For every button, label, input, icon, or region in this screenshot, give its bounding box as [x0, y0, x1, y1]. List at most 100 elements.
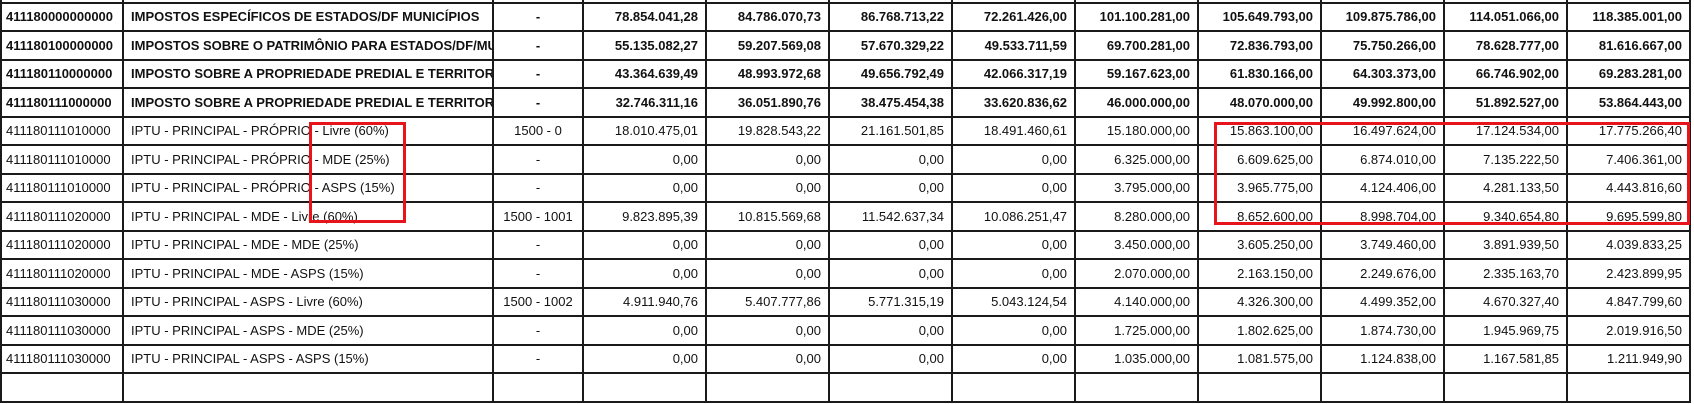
- value-cell: 4.039.833,25: [1566, 229, 1691, 260]
- value-cell: 49.656.792,49: [828, 58, 953, 89]
- value-cell: 55.135.082,27: [582, 30, 707, 61]
- account-code-cell: 411180111020000: [0, 229, 124, 260]
- value-cell: 10.086.251,47: [951, 201, 1076, 232]
- value-cell: 0,00: [582, 229, 707, 260]
- value-cell: 78.854.041,28: [582, 1, 707, 32]
- empty-cell: [828, 372, 953, 403]
- fonte-cell: -: [492, 1, 584, 32]
- table-row: 411180111010000 IPTU - PRINCIPAL - PRÓPRI…: [0, 144, 1691, 175]
- value-cell: 9.823.895,39: [582, 201, 707, 232]
- value-cell: 4.499.352,00: [1320, 286, 1445, 317]
- description-cell: IPTU - PRINCIPAL - ASPS - Livre (60%): [122, 286, 494, 317]
- value-cell: 101.100.281,00: [1074, 1, 1199, 32]
- value-cell: 48.993.972,68: [705, 58, 830, 89]
- value-cell: 114.051.066,00: [1443, 1, 1568, 32]
- value-cell: 15.180.000,00: [1074, 115, 1199, 146]
- value-cell: 53.864.443,00: [1566, 87, 1691, 118]
- value-cell: 78.628.777,00: [1443, 30, 1568, 61]
- table-row: 411180111020000 IPTU - PRINCIPAL - MDE - …: [0, 229, 1691, 260]
- value-cell: 2.335.163,70: [1443, 258, 1568, 289]
- description-cell: IMPOSTO SOBRE A PROPRIEDADE PREDIAL E TE…: [122, 58, 494, 89]
- value-cell: 61.830.166,00: [1197, 58, 1322, 89]
- empty-cell: [1443, 372, 1568, 403]
- value-cell: 0,00: [951, 258, 1076, 289]
- value-cell: 3.795.000,00: [1074, 172, 1199, 203]
- value-cell: 84.786.070,73: [705, 1, 830, 32]
- fonte-cell: -: [492, 258, 584, 289]
- fonte-cell: -: [492, 144, 584, 175]
- value-cell: 0,00: [951, 343, 1076, 374]
- empty-cell: [582, 372, 707, 403]
- value-cell: 86.768.713,22: [828, 1, 953, 32]
- value-cell: 16.497.624,00: [1320, 115, 1445, 146]
- value-cell: 0,00: [828, 144, 953, 175]
- fonte-cell: -: [492, 30, 584, 61]
- description-cell: IMPOSTOS ESPECÍFICOS DE ESTADOS/DF MUNIC…: [122, 1, 494, 32]
- table-row: 411180111020000 IPTU - PRINCIPAL - MDE - …: [0, 201, 1691, 232]
- value-cell: 3.891.939,50: [1443, 229, 1568, 260]
- description-cell: IPTU - PRINCIPAL - ASPS - MDE (25%): [122, 315, 494, 346]
- value-cell: 6.325.000,00: [1074, 144, 1199, 175]
- fonte-cell: 1500 - 0: [492, 115, 584, 146]
- empty-cell: [122, 372, 494, 403]
- description-cell: IPTU - PRINCIPAL - MDE - MDE (25%): [122, 229, 494, 260]
- value-cell: 9.340.654,80: [1443, 201, 1568, 232]
- table-row: 411180111000000 IMPOSTO SOBRE A PROPRIEDA…: [0, 87, 1691, 118]
- partial-row-bottom: [0, 372, 1691, 403]
- value-cell: 6.874.010,00: [1320, 144, 1445, 175]
- value-cell: 1.035.000,00: [1074, 343, 1199, 374]
- value-cell: 10.815.569,68: [705, 201, 830, 232]
- fonte-cell: -: [492, 343, 584, 374]
- value-cell: 36.051.890,76: [705, 87, 830, 118]
- value-cell: 5.043.124,54: [951, 286, 1076, 317]
- description-cell: IPTU - PRINCIPAL - MDE - ASPS (15%): [122, 258, 494, 289]
- empty-cell: [705, 372, 830, 403]
- value-cell: 38.475.454,38: [828, 87, 953, 118]
- fonte-cell: -: [492, 87, 584, 118]
- value-cell: 5.407.777,86: [705, 286, 830, 317]
- value-cell: 0,00: [705, 172, 830, 203]
- value-cell: 0,00: [828, 258, 953, 289]
- account-code-cell: 411180111010000: [0, 172, 124, 203]
- value-cell: 8.280.000,00: [1074, 201, 1199, 232]
- description-cell: IPTU - PRINCIPAL - PRÓPRIO - MDE (25%): [122, 144, 494, 175]
- value-cell: 49.992.800,00: [1320, 87, 1445, 118]
- value-cell: 72.261.426,00: [951, 1, 1076, 32]
- value-cell: 109.875.786,00: [1320, 1, 1445, 32]
- value-cell: 21.161.501,85: [828, 115, 953, 146]
- value-cell: 19.828.543,22: [705, 115, 830, 146]
- value-cell: 1.081.575,00: [1197, 343, 1322, 374]
- value-cell: 75.750.266,00: [1320, 30, 1445, 61]
- value-cell: 4.281.133,50: [1443, 172, 1568, 203]
- value-cell: 0,00: [951, 229, 1076, 260]
- value-cell: 0,00: [705, 229, 830, 260]
- table-row: 411180111010000 IPTU - PRINCIPAL - PRÓPRI…: [0, 115, 1691, 146]
- table-row: 411180100000000 IMPOSTOS SOBRE O PATRIMÔN…: [0, 30, 1691, 61]
- value-cell: 2.249.676,00: [1320, 258, 1445, 289]
- value-cell: 0,00: [582, 144, 707, 175]
- value-cell: 11.542.637,34: [828, 201, 953, 232]
- value-cell: 0,00: [705, 144, 830, 175]
- account-code-cell: 411180110000000: [0, 58, 124, 89]
- value-cell: 7.135.222,50: [1443, 144, 1568, 175]
- description-cell: IMPOSTOS SOBRE O PATRIMÔNIO PARA ESTADOS…: [122, 30, 494, 61]
- value-cell: 4.326.300,00: [1197, 286, 1322, 317]
- value-cell: 3.749.460,00: [1320, 229, 1445, 260]
- value-cell: 0,00: [951, 315, 1076, 346]
- value-cell: 4.443.816,60: [1566, 172, 1691, 203]
- table-row: 411180111030000 IPTU - PRINCIPAL - ASPS -…: [0, 286, 1691, 317]
- empty-cell: [1566, 372, 1691, 403]
- fonte-cell: 1500 - 1001: [492, 201, 584, 232]
- value-cell: 0,00: [828, 229, 953, 260]
- empty-cell: [1197, 372, 1322, 403]
- value-cell: 0,00: [582, 258, 707, 289]
- empty-cell: [1320, 372, 1445, 403]
- value-cell: 0,00: [582, 343, 707, 374]
- value-cell: 0,00: [582, 172, 707, 203]
- table-row: 411180111020000 IPTU - PRINCIPAL - MDE - …: [0, 258, 1691, 289]
- account-code-cell: 411180111010000: [0, 144, 124, 175]
- value-cell: 1.802.625,00: [1197, 315, 1322, 346]
- value-cell: 49.533.711,59: [951, 30, 1076, 61]
- value-cell: 72.836.793,00: [1197, 30, 1322, 61]
- fonte-cell: -: [492, 229, 584, 260]
